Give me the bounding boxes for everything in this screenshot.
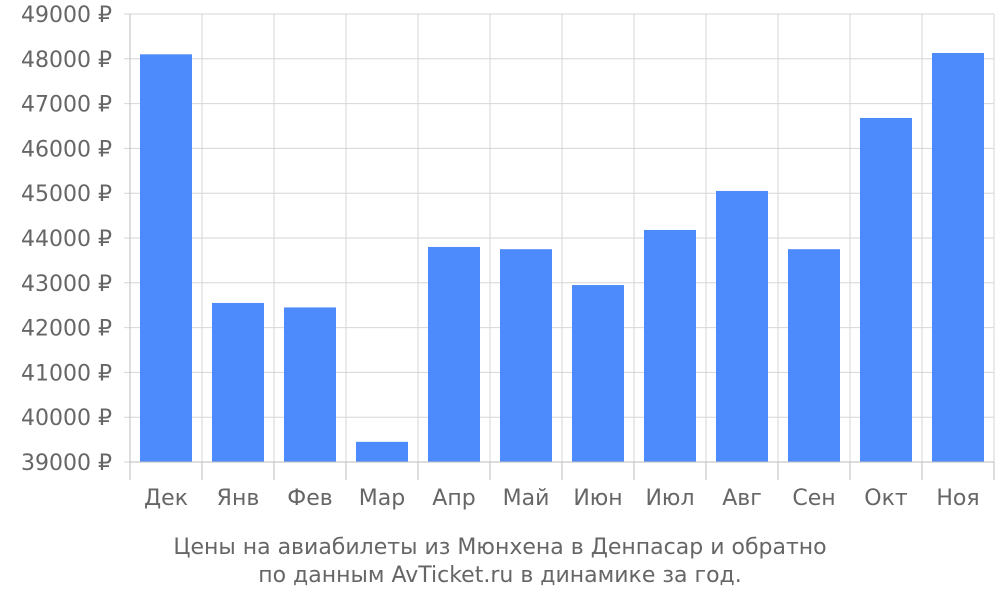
bar-12 <box>932 52 984 462</box>
x-tick-label: Фев <box>287 486 332 511</box>
y-tick-label: 49000 ₽ <box>21 3 112 28</box>
bar-6 <box>500 249 552 462</box>
x-tick-label: Дек <box>144 486 188 511</box>
x-tick-label: Авг <box>722 486 762 511</box>
bar-7 <box>572 285 624 462</box>
bar-5 <box>428 246 480 462</box>
bar-11 <box>860 117 912 462</box>
x-tick-label: Мар <box>359 486 405 511</box>
bars <box>140 52 984 462</box>
axes <box>129 14 995 480</box>
y-tick-label: 48000 ₽ <box>21 48 112 73</box>
y-tick-label: 40000 ₽ <box>21 406 112 431</box>
y-tick-label: 44000 ₽ <box>21 227 112 252</box>
x-tick-label: Сен <box>792 486 835 511</box>
y-tick-label: 47000 ₽ <box>21 93 112 118</box>
x-tick-label: Май <box>503 486 550 511</box>
bar-8 <box>644 229 696 462</box>
y-tick-label: 39000 ₽ <box>21 451 112 476</box>
x-tick-label: Июл <box>645 486 694 511</box>
chart-title: Цены на авиабилеты из Мюнхена в Денпасар… <box>173 535 827 560</box>
x-axis-tick-labels: Дек Янв Фев Мар Апр Май Июн Июл Авг Сен Окт Ноя <box>144 486 980 511</box>
bar-10 <box>788 249 840 462</box>
bar-1 <box>140 54 192 462</box>
y-tick-label: 45000 ₽ <box>21 182 112 207</box>
x-tick-label: Окт <box>864 486 908 511</box>
bar-9 <box>716 190 768 462</box>
x-tick-label: Янв <box>217 486 260 511</box>
x-tick-label: Ноя <box>936 486 979 511</box>
x-tick-label: Апр <box>432 486 475 511</box>
bar-2 <box>212 302 264 462</box>
y-tick-label: 46000 ₽ <box>21 137 112 162</box>
chart-subtitle: по данным AvTicket.ru в динамике за год. <box>258 563 742 588</box>
bar-3 <box>284 307 336 462</box>
x-tick-label: Июн <box>573 486 622 511</box>
y-tick-label: 42000 ₽ <box>21 317 112 342</box>
y-tick-label: 43000 ₽ <box>21 272 112 297</box>
y-tick-label: 41000 ₽ <box>21 361 112 386</box>
bar-4 <box>356 441 408 462</box>
y-axis-tick-labels: 39000 ₽ 40000 ₽ 41000 ₽ 42000 ₽ 43000 ₽ 44000… <box>21 3 112 476</box>
